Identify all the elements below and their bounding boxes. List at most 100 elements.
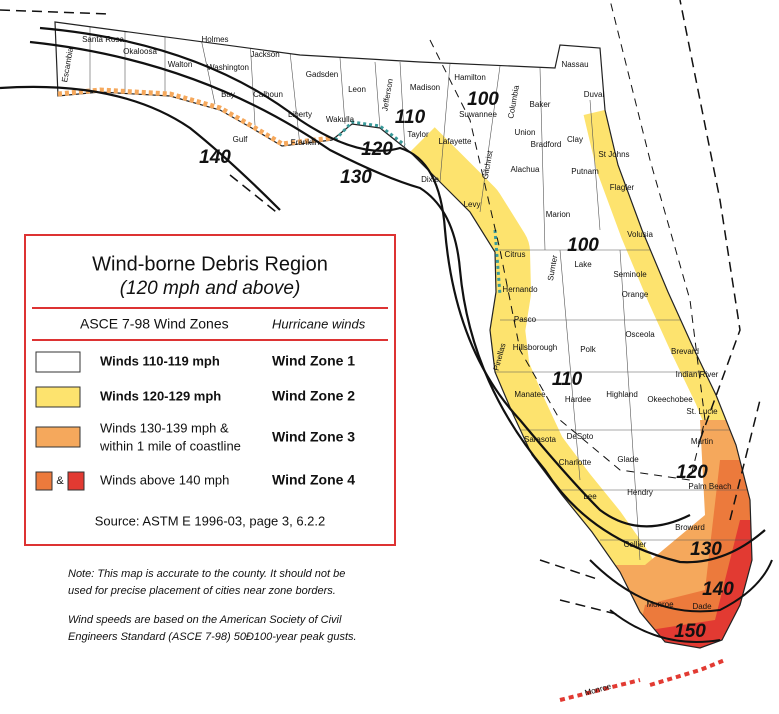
county-label: Manatee bbox=[514, 390, 546, 399]
county-label: Martin bbox=[691, 437, 713, 446]
legend-zone: Wind Zone 3 bbox=[272, 429, 355, 445]
county-label: Sumter bbox=[546, 254, 559, 281]
swatch-joiner: & bbox=[56, 475, 64, 487]
contour-label: 100 bbox=[567, 235, 599, 256]
county-label: Hendry bbox=[627, 488, 653, 497]
swatch bbox=[35, 426, 81, 448]
notes: Note: This map is accurate to the county… bbox=[68, 568, 357, 643]
county-label: Orange bbox=[622, 290, 649, 299]
legend-source: Source: ASTM E 1996-03, page 3, 6.2.2 bbox=[95, 513, 326, 528]
county-label: Wakulla bbox=[326, 115, 355, 124]
county-label: Palm Beach bbox=[688, 482, 731, 491]
county-label: Brevard bbox=[671, 347, 699, 356]
county-label: Monroe bbox=[584, 682, 613, 698]
county-label: Hardee bbox=[565, 395, 592, 404]
county-label: Marion bbox=[546, 210, 570, 219]
contour-labels: 140 120 130 110 100 100 110 120 130 140 … bbox=[199, 89, 734, 642]
county-label: Dade bbox=[692, 602, 712, 611]
county-label: Lake bbox=[574, 260, 592, 269]
county-label: Union bbox=[515, 128, 536, 137]
county-label: Madison bbox=[410, 83, 440, 92]
county-label: Levy bbox=[464, 200, 481, 209]
contour-label: 140 bbox=[199, 147, 231, 168]
county-label: Jackson bbox=[250, 50, 279, 59]
county-label: Bay bbox=[221, 90, 235, 99]
note-line: Engineers Standard (ASCE 7-98) 50Ð100-ye… bbox=[68, 631, 357, 643]
legend-zone: Wind Zone 4 bbox=[272, 472, 355, 488]
county-label: Gadsden bbox=[306, 70, 338, 79]
note-line: Wind speeds are based on the American So… bbox=[68, 614, 342, 626]
swatch bbox=[35, 471, 53, 491]
county-label: Seminole bbox=[613, 270, 647, 279]
contour-lines bbox=[0, 0, 773, 643]
legend-zone: Wind Zone 2 bbox=[272, 388, 355, 404]
county-label: Bradford bbox=[531, 140, 562, 149]
county-label: Polk bbox=[580, 345, 597, 354]
county-label: Suwannee bbox=[459, 110, 497, 119]
legend-row-text: Winds 130-139 mph & bbox=[100, 420, 229, 435]
county-label: Holmes bbox=[201, 35, 228, 44]
county-label: Collier bbox=[624, 540, 647, 549]
county-label: Clay bbox=[567, 135, 583, 144]
keys bbox=[559, 658, 726, 702]
note-line: Note: This map is accurate to the county… bbox=[68, 568, 345, 580]
county-label: Liberty bbox=[288, 110, 312, 119]
legend-title: Wind-borne Debris Region bbox=[92, 253, 328, 275]
county-label: Highland bbox=[606, 390, 638, 399]
county-label: Monroe bbox=[646, 600, 674, 609]
swatch bbox=[35, 386, 81, 408]
swatch bbox=[35, 351, 81, 373]
county-label: Hillsborough bbox=[513, 343, 557, 352]
county-label: Calhoun bbox=[253, 90, 283, 99]
county-label: Osceola bbox=[625, 330, 655, 339]
contour-label: 130 bbox=[690, 539, 722, 560]
county-label: DeSoto bbox=[567, 432, 594, 441]
legend-row-text: within 1 mile of coastline bbox=[99, 438, 241, 453]
county-label: Washington bbox=[207, 63, 249, 72]
county-label: Sarasota bbox=[524, 435, 557, 444]
legend-header: Hurricane winds bbox=[272, 316, 366, 331]
legend-row-text: Winds above 140 mph bbox=[100, 472, 229, 487]
county-labels: Santa Rosa Escambia Okaloosa Walton Holm… bbox=[60, 35, 731, 697]
county-label: Citrus bbox=[505, 250, 526, 259]
county-label: Flagler bbox=[610, 183, 635, 192]
swatch bbox=[67, 471, 85, 491]
county-label: Broward bbox=[675, 523, 705, 532]
contour-label: 110 bbox=[552, 369, 583, 390]
county-lines bbox=[89, 22, 752, 561]
county-label: Dixie bbox=[421, 175, 439, 184]
contour-label: 120 bbox=[676, 462, 708, 483]
county-label: Volusia bbox=[627, 230, 653, 239]
county-label: Leon bbox=[348, 85, 366, 94]
county-label: Walton bbox=[168, 60, 193, 69]
legend-header: ASCE 7-98 Wind Zones bbox=[80, 316, 229, 332]
legend-row-text: Winds 110-119 mph bbox=[100, 353, 220, 368]
note-line: used for precise placement of cities nea… bbox=[68, 585, 336, 597]
county-label: St Johns bbox=[598, 150, 629, 159]
county-label: Alachua bbox=[511, 165, 540, 174]
county-label: Okaloosa bbox=[123, 47, 157, 56]
county-label: St. Lucie bbox=[686, 407, 718, 416]
contour-label: 150 bbox=[674, 621, 706, 642]
county-label: Franklin bbox=[291, 138, 319, 147]
county-label: Charlotte bbox=[559, 458, 592, 467]
county-label: Duval bbox=[584, 90, 605, 99]
county-label: Lafayette bbox=[439, 137, 472, 146]
county-label: Hernando bbox=[502, 285, 538, 294]
legend-row-text: Winds 120-129 mph bbox=[100, 388, 221, 403]
legend-subtitle: (120 mph and above) bbox=[120, 278, 301, 299]
county-label: Putnam bbox=[571, 167, 599, 176]
big-bend-coast bbox=[333, 120, 502, 296]
county-label: Pasco bbox=[514, 315, 537, 324]
county-label: Okeechobee bbox=[647, 395, 693, 404]
county-label: Santa Rosa bbox=[82, 35, 124, 44]
panhandle-coast bbox=[57, 87, 333, 147]
county-label: Taylor bbox=[407, 130, 429, 139]
legend-zone: Wind Zone 1 bbox=[272, 353, 355, 369]
contour-label: 140 bbox=[702, 579, 734, 600]
contour-label: 110 bbox=[395, 107, 426, 128]
legend: Wind-borne Debris Region (120 mph and ab… bbox=[24, 234, 396, 546]
county-label: Glade bbox=[617, 455, 639, 464]
contour-label: 100 bbox=[467, 89, 499, 110]
